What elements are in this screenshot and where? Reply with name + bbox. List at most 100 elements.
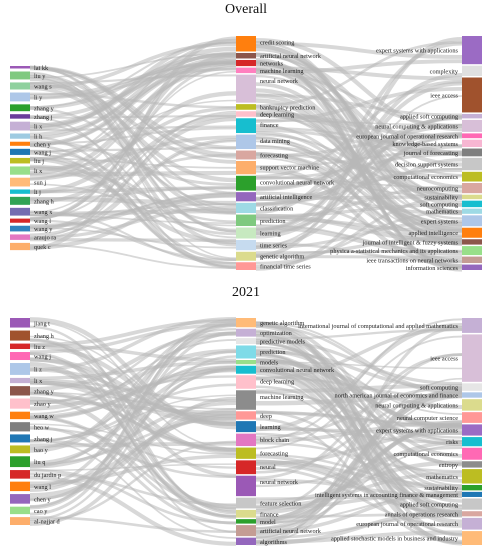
keyword-label: forecasting — [260, 451, 289, 458]
author-node — [10, 166, 30, 175]
keyword-journal-link — [255, 128, 463, 157]
keyword-label: time series — [260, 243, 288, 250]
author-keyword-link — [29, 331, 237, 453]
author-keyword-link — [29, 114, 237, 205]
author-label: wang j — [34, 149, 51, 156]
author-keyword-link — [29, 331, 237, 516]
keyword-journal-link — [255, 119, 463, 126]
journal-node — [462, 498, 482, 510]
author-keyword-link — [29, 112, 237, 220]
author-node — [10, 363, 30, 375]
author-node — [10, 517, 30, 525]
author-keyword-link — [29, 139, 237, 241]
keyword-journal-link — [255, 335, 463, 450]
keyword-node — [236, 175, 256, 191]
keyword-journal-link — [255, 41, 463, 108]
journal-label: european journal of operational research — [356, 133, 459, 140]
journal-label: international journal of computational a… — [298, 323, 458, 330]
keyword-journal-link — [255, 460, 463, 504]
keyword-label: machine learning — [260, 68, 304, 75]
journal-label: north american journal of economics and … — [335, 393, 459, 400]
author-label: jiang t — [33, 320, 50, 327]
author-node — [10, 386, 30, 396]
keyword-journal-link — [255, 114, 463, 236]
author-keyword-link — [29, 322, 237, 510]
keyword-label: algorithms — [260, 539, 287, 546]
keyword-node — [236, 390, 256, 410]
keyword-label: learning — [260, 231, 281, 238]
author-node — [10, 133, 30, 139]
keyword-journal-link — [255, 396, 463, 544]
journal-label: physica a-statistical mechanics and its … — [330, 248, 458, 255]
keyword-journal-link — [255, 495, 463, 500]
author-label: al-najjar d — [34, 519, 61, 526]
author-label: bao y — [34, 447, 49, 454]
journal-node — [462, 511, 482, 517]
author-keyword-link — [29, 331, 237, 392]
journal-node — [462, 227, 482, 238]
journal-node — [462, 399, 482, 411]
journal-label: sustainability — [424, 194, 458, 201]
author-node — [10, 92, 30, 102]
author-node — [10, 114, 30, 119]
journal-label: annals of operations research — [385, 511, 459, 518]
keyword-label: financial time series — [260, 264, 311, 271]
author-node — [10, 189, 30, 194]
journal-label: applied soft computing — [400, 502, 459, 509]
keyword-journal-link — [255, 422, 463, 526]
keyword-node — [236, 447, 256, 459]
keyword-journal-link — [255, 59, 463, 75]
author-node — [10, 177, 30, 187]
author-keyword-link — [29, 82, 237, 183]
author-keyword-link — [29, 191, 237, 228]
keyword-label: models — [260, 360, 279, 367]
author-keyword-link — [29, 138, 237, 237]
author-keyword-link — [29, 58, 237, 176]
keyword-node — [236, 497, 256, 509]
nodes-y2021: jiang t zhang h liu z wang j li z li x zhang y… — [10, 318, 482, 546]
author-keyword-link — [29, 338, 237, 415]
keyword-node — [236, 460, 256, 475]
keyword-journal-link — [255, 132, 463, 249]
author-keyword-link — [29, 463, 237, 472]
journal-label: computational economics — [393, 174, 458, 181]
author-label: wang x — [34, 209, 53, 216]
author-node — [10, 242, 30, 251]
journal-node — [462, 183, 482, 194]
author-keyword-link — [29, 226, 237, 249]
journal-node — [462, 194, 482, 200]
keyword-node — [236, 214, 256, 227]
author-node — [10, 330, 30, 341]
author-label: araujo ra — [34, 235, 56, 242]
author-label: li x — [34, 168, 43, 175]
author-keyword-link — [29, 157, 237, 169]
journal-label: soft computing — [420, 385, 459, 392]
author-keyword-link — [29, 425, 237, 525]
author-label: zhang h — [34, 198, 55, 205]
keyword-label: artificial neural network — [260, 528, 322, 535]
keyword-label: prediction — [260, 218, 286, 225]
keyword-node — [236, 537, 256, 545]
author-label: zhang y — [34, 105, 55, 112]
journal-label: applied intelligence — [409, 230, 459, 237]
journal-node — [462, 392, 482, 398]
author-label: zhang y — [34, 388, 55, 395]
author-keyword-link — [29, 317, 237, 372]
author-node — [10, 218, 30, 223]
keyword-label: predictive models — [260, 339, 305, 346]
keyword-node — [236, 104, 256, 110]
journal-label: entropy — [439, 462, 459, 469]
journal-node — [462, 113, 482, 119]
author-keyword-link — [29, 146, 237, 153]
journal-label: information sciences — [406, 265, 459, 272]
journal-label: neural computer science — [397, 415, 458, 422]
author-keyword-link — [29, 343, 237, 363]
journal-node — [462, 200, 482, 208]
journal-label: decision support systems — [395, 162, 459, 169]
keyword-journal-link — [255, 95, 463, 248]
keyword-journal-link — [255, 326, 463, 544]
journal-label: soft computing — [420, 201, 459, 208]
author-node — [10, 352, 30, 361]
author-label: liu y — [34, 73, 46, 80]
